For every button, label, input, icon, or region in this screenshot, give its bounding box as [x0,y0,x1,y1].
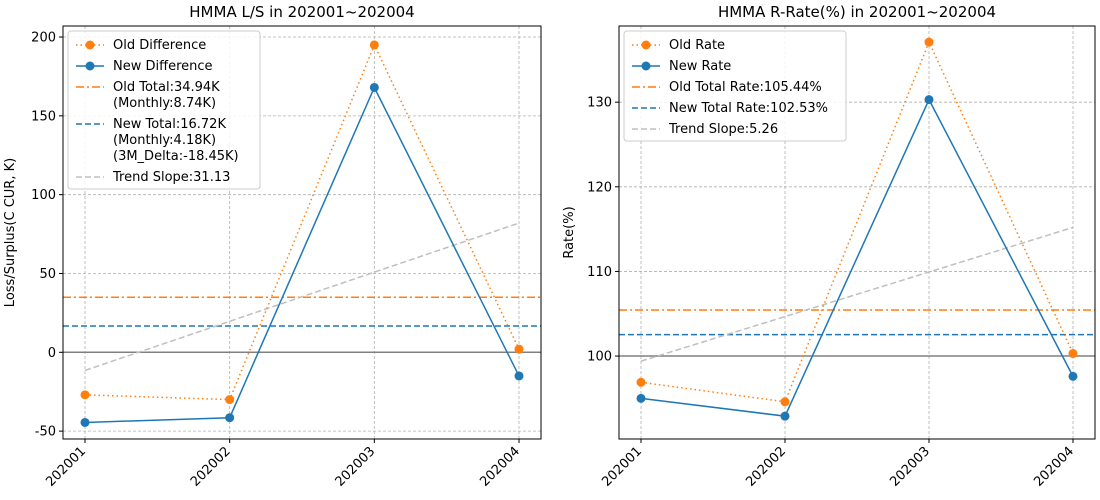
legend-marker [641,40,651,50]
chart-title: HMMA L/S in 202001~202004 [189,3,414,21]
y-tick-label: 150 [31,109,56,124]
x-tick-label: 202001 [599,444,645,490]
legend-box [67,30,261,190]
data-point [225,413,235,423]
y-tick-label: 0 [48,346,56,361]
data-point [514,344,524,354]
x-tick-label: 202004 [1031,444,1077,490]
series-line-0 [640,40,1074,403]
data-point [1068,371,1078,381]
legend-label: Old Total Rate:105.44% [669,80,822,95]
legend-label: New Total Rate:102.53% [669,101,828,116]
data-point [225,395,235,405]
grid [63,26,541,439]
plot-frame [62,25,542,440]
data-point [924,37,934,47]
legend-label: Trend Slope:5.26 [668,122,778,137]
legend-label: New Rate [669,59,731,74]
data-point [80,390,90,400]
data-point [369,40,379,50]
legend-label: Old Total:34.94K [113,80,220,95]
y-axis-label: Rate(%) [562,206,577,258]
legend-label: Old Rate [669,38,725,53]
data-point [780,411,790,421]
data-point [80,417,90,427]
plot-frame [618,25,1096,440]
y-tick-label: 200 [31,31,56,46]
y-tick-label: 120 [587,180,612,195]
series-line-1 [84,85,520,424]
y-tick-label: 130 [587,96,612,111]
legend-label: (Monthly:8.74K) [113,96,216,111]
y-tick-label: -50 [35,425,56,440]
rate-chart-panel: 100 110 120 130 202001 202002 202003 202004 HMMA… [562,3,1096,490]
legend-label: New Difference [113,59,213,74]
ls-chart-panel: -50 0 50 100 150 200 202001 202002 202003 202004 H… [3,3,542,490]
legend-label: New Total:16.72K [113,117,226,132]
series-line-1 [640,97,1074,417]
x-tick-label: 202003 [887,444,933,490]
data-point [514,371,524,381]
legend-box [623,30,847,142]
x-tick-label: 202002 [743,444,789,490]
legend-marker [641,61,651,71]
trend-line [640,226,1074,362]
series-line-0 [84,43,520,401]
data-point [1068,349,1078,359]
x-tick-label: 202001 [43,444,89,490]
chart-title: HMMA R-Rate(%) in 202001~202004 [718,3,996,21]
data-point [369,82,379,92]
y-tick-label: 50 [39,267,56,282]
legend-label: Trend Slope:31.13 [112,170,230,185]
trend-line [84,222,520,372]
legend: Old Difference New Difference Old Total:34… [67,30,261,190]
data-point [636,377,646,387]
legend-label: (Monthly:4.18K) [113,133,216,148]
data-point [924,95,934,105]
data-point [636,393,646,403]
data-point [780,397,790,407]
legend-marker [85,40,95,50]
legend: Old Rate New Rate Old Total Rate:105.44% Ne… [623,30,847,142]
legend-label: Old Difference [113,38,206,53]
y-axis-label: Loss/Surplus(C CUR, K) [3,158,18,307]
x-tick-label: 202002 [188,444,234,490]
y-tick-label: 100 [31,188,56,203]
x-tick-label: 202004 [477,444,523,490]
x-tick-label: 202003 [333,444,379,490]
y-tick-label: 110 [587,265,612,280]
y-tick-label: 100 [587,350,612,365]
legend-label: (3M_Delta:-18.45K) [113,149,239,164]
legend-marker [85,61,95,71]
